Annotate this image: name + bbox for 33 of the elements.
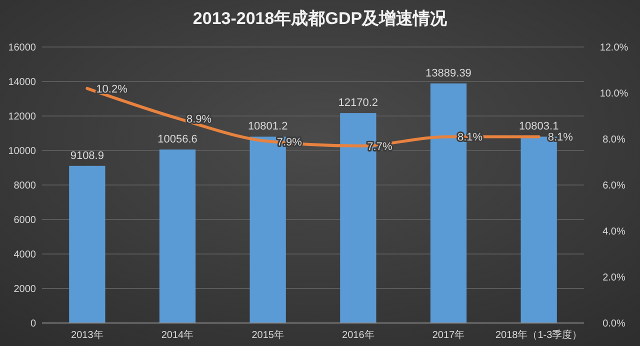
x-tick-label: 2017年 (432, 329, 465, 341)
data-label: 9108.9 (70, 150, 104, 162)
chart-title: 2013-2018年成都GDP及增速情况 (192, 9, 448, 28)
data-label: 10803.1 (518, 120, 559, 133)
data-label: 10801.2 (248, 120, 288, 133)
y-tick-label: 14000 (8, 77, 36, 88)
x-tick-label: 2014年 (161, 329, 194, 341)
x-tick-label: 2018年（1-3季度） (495, 329, 582, 341)
y2-tick-label: 8.0% (602, 134, 626, 146)
data-label: 10.2% (96, 83, 128, 96)
x-tick-label: 2015年 (252, 329, 284, 341)
y2-tick-label: 12.0% (600, 42, 628, 54)
x-tick-label: 2016年 (342, 329, 374, 341)
data-label: 12170.2 (338, 97, 378, 110)
y2-tick-label: 4.0% (602, 226, 626, 238)
y-tick-label: 2000 (14, 284, 36, 295)
data-label: 13889.39 (426, 67, 472, 80)
data-label: 8.9% (186, 113, 212, 126)
data-label: 8.1% (548, 132, 574, 144)
data-label: 10056.6 (158, 134, 198, 146)
y2-tick-label: 6.0% (602, 180, 626, 192)
y-tick-label: 12000 (8, 112, 36, 122)
y-tick-label: 4000 (14, 250, 36, 260)
x-tick-label: 2013年 (71, 329, 104, 341)
data-label: 8.1% (458, 132, 483, 144)
y2-tick-label: 2.0% (602, 272, 626, 284)
y2-tick-label: 0.0% (602, 318, 626, 330)
y-tick-label: 8000 (14, 180, 36, 192)
y-tick-label: 0 (30, 318, 36, 330)
y-tick-label: 6000 (14, 215, 36, 226)
y-tick-label: 10000 (8, 146, 36, 157)
y2-tick-label: 10.0% (600, 88, 628, 100)
y-tick-label: 16000 (8, 42, 36, 54)
